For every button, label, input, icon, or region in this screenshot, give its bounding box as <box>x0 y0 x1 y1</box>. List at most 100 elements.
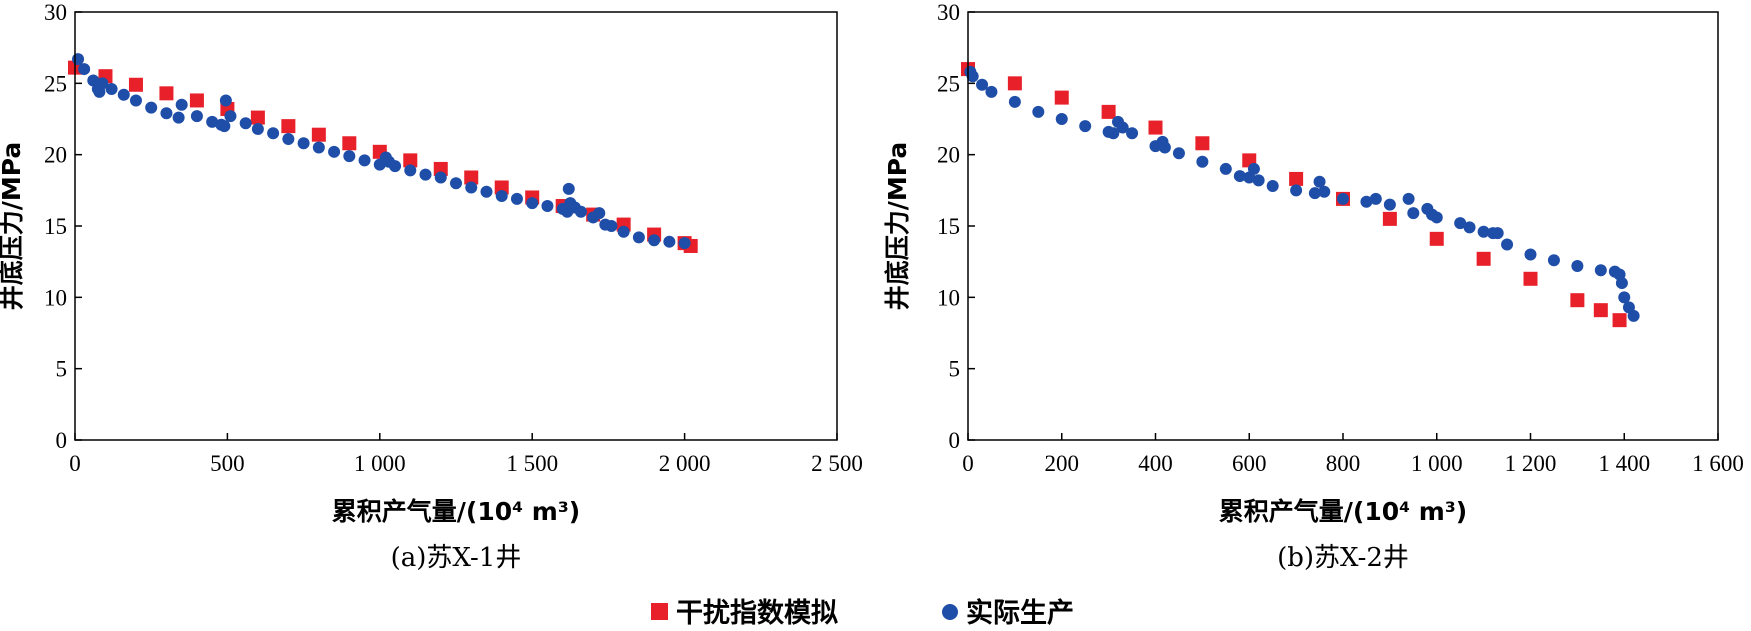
panel-a-actual-point <box>206 115 219 128</box>
legend-sim-marker <box>651 603 668 620</box>
panel-a-chart: 0 500 1 000 1 500 2 000 2 500 0 5 10 15 20 25 30 累积… <box>0 0 863 573</box>
panel-a-actual-point <box>145 101 158 114</box>
panel-b-y-tick-label: 30 <box>937 0 960 25</box>
panel-a-actual-point <box>343 150 356 163</box>
panel-b-sim-point <box>1612 313 1627 328</box>
panel-a-y-tick-label: 0 <box>56 428 68 453</box>
panel-a-y-tick-label: 25 <box>44 71 67 96</box>
panel-a-sim-point <box>311 127 326 142</box>
panel-b-actual-point <box>1477 225 1490 238</box>
panel-b-x-ticks: 0 200 400 600 800 1 000 1 200 1 400 1 600 <box>962 433 1744 476</box>
panel-a-actual-point <box>328 145 341 158</box>
panel-a-x-tick-label: 1 500 <box>506 451 558 476</box>
panel-b-sim-point <box>1054 90 1069 105</box>
panel-a-actual-point <box>648 234 661 247</box>
panel-a-actual-point <box>593 207 606 220</box>
panel-b-actual-point <box>1266 180 1279 193</box>
panel-b-actual-point <box>1116 121 1129 134</box>
panel-a-actual-point <box>632 231 645 244</box>
panel-b-y-tick-label: 15 <box>937 214 960 239</box>
panel-a-actual-point <box>663 235 676 248</box>
panel-a-actual-point <box>434 171 447 184</box>
panel-a-actual-point <box>312 141 325 154</box>
legend-sim-label: 干扰指数模拟 <box>676 598 838 629</box>
panel-a-x-axis-title: 累积产气量/(10⁴ m³) <box>332 497 580 526</box>
panel-b-actual-point <box>1313 175 1326 188</box>
panel-a-actual-point <box>404 164 417 177</box>
panel-b-actual-point <box>985 85 998 98</box>
panel-b-actual-point <box>1618 291 1631 304</box>
panel-a-actual-point <box>510 192 523 205</box>
panel-a-actual-point <box>72 53 85 66</box>
panel-b-actual-point <box>1126 127 1139 140</box>
panel-b-actual-point <box>1454 217 1467 230</box>
panel-b-actual-point <box>1491 227 1504 240</box>
panel-a-actual-point <box>541 200 554 213</box>
panel-a-actual-point <box>617 225 630 238</box>
panel-b-y-tick-label: 0 <box>949 428 961 453</box>
panel-a-data-points <box>68 53 698 253</box>
panel-a-actual-point <box>450 177 462 190</box>
panel-b-data-points <box>961 62 1640 328</box>
panel-a-sim-point <box>464 170 479 185</box>
panel-b-sim-point <box>1148 120 1163 135</box>
panel-b-sim-point <box>1101 104 1116 119</box>
legend: 干扰指数模拟 实际生产 <box>651 597 1074 629</box>
panel-a-x-tick-label: 2 000 <box>659 451 711 476</box>
panel-b-actual-point <box>1008 95 1021 108</box>
panel-b-y-ticks: 0 5 10 15 20 25 30 <box>937 0 975 453</box>
panel-b-sim-point <box>1007 76 1022 91</box>
panel-a-actual-point <box>574 205 587 218</box>
panel-b-actual-point <box>1318 185 1331 198</box>
panel-a-actual-point <box>117 88 130 101</box>
panel-a-actual-point <box>526 197 539 210</box>
panel-a-x-ticks: 0 500 1 000 1 500 2 000 2 500 <box>69 433 863 476</box>
panel-a-actual-point <box>282 132 295 145</box>
panel-a-sim-point <box>189 93 204 108</box>
panel-b-actual-point <box>1247 162 1260 175</box>
panel-b-y-tick-label: 10 <box>937 285 960 310</box>
panel-b-x-axis-title: 累积产气量/(10⁴ m³) <box>1219 497 1467 526</box>
panel-b-actual-point <box>1233 170 1246 183</box>
panel-b-actual-point <box>1407 207 1420 220</box>
panel-b-x-tick-label: 1 600 <box>1692 451 1744 476</box>
panel-b-sim-point <box>1429 231 1444 246</box>
panel-a-actual-point <box>678 237 691 250</box>
panel-b-actual-point <box>976 78 989 91</box>
panel-b-actual-point <box>1369 192 1382 205</box>
panel-b-actual-point <box>966 70 979 83</box>
panel-a-y-tick-label: 5 <box>56 357 68 382</box>
panel-b-caption: (b)苏X-2井 <box>1277 543 1409 573</box>
panel-b-x-tick-label: 200 <box>1045 451 1080 476</box>
panel-a-actual-point <box>465 181 478 194</box>
panel-a-sim-point <box>250 110 265 125</box>
panel-b-x-tick-label: 0 <box>962 451 974 476</box>
panel-a-actual-point <box>389 160 402 173</box>
panel-b-actual-point <box>1337 192 1349 205</box>
panel-a-sim-point <box>159 86 174 101</box>
panel-a-x-tick-label: 500 <box>210 451 245 476</box>
panel-b-y-tick-label: 20 <box>937 143 960 168</box>
panel-a-y-ticks: 0 5 10 15 20 25 30 <box>44 0 82 453</box>
panel-a-y-tick-label: 10 <box>44 285 67 310</box>
panel-a-actual-point <box>160 107 173 120</box>
panel-b-actual-point <box>1430 211 1443 224</box>
panel-a-sim-point <box>494 180 509 195</box>
panel-b-actual-point <box>1627 309 1640 322</box>
panel-a-sim-point <box>281 119 296 134</box>
panel-a-actual-point <box>480 185 493 198</box>
panel-a-actual-point <box>605 220 618 232</box>
panel-b-sim-point <box>1289 171 1304 186</box>
panel-a-actual-point <box>219 94 232 107</box>
panel-b-actual-point <box>1196 155 1209 168</box>
panel-b-x-tick-label: 400 <box>1138 451 1173 476</box>
panel-a-actual-point <box>495 190 508 203</box>
panel-a-actual-point <box>96 77 109 90</box>
panel-b-actual-point <box>1463 221 1476 234</box>
panel-b-sim-point <box>1570 293 1585 308</box>
panel-b-plot-area <box>967 11 1719 441</box>
panel-a-sim-point <box>403 153 418 168</box>
panel-b-sim-point <box>1523 271 1538 286</box>
panel-b-x-tick-label: 1 400 <box>1598 451 1650 476</box>
